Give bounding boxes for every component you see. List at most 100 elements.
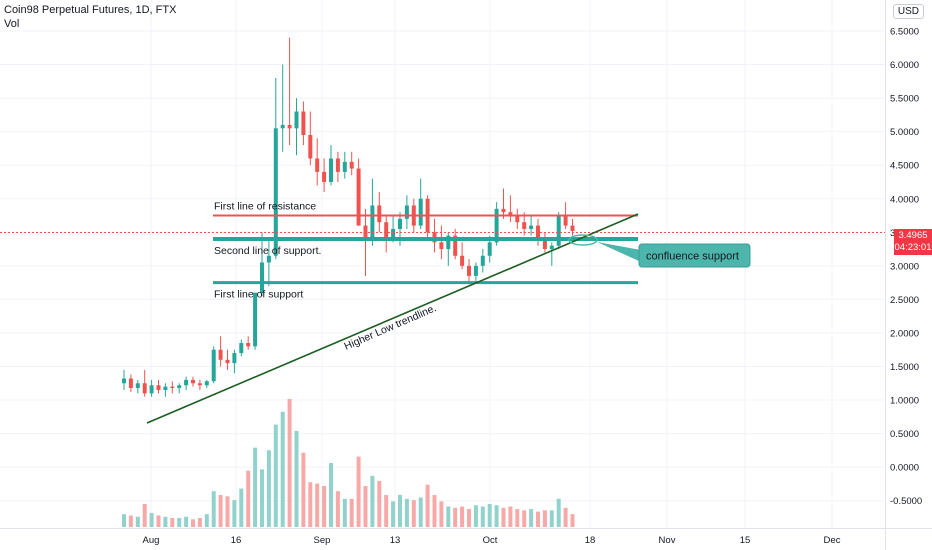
candle-body	[404, 205, 409, 219]
first-support-label: First line of support	[214, 289, 303, 301]
volume-bar	[363, 486, 368, 527]
resistance-label: First line of resistance	[214, 201, 316, 213]
volume-bar	[446, 506, 451, 527]
candle-body	[197, 383, 202, 386]
candle-body	[142, 383, 147, 394]
candle-body	[549, 245, 554, 250]
candle-body	[473, 265, 478, 276]
candle-body	[294, 111, 299, 129]
higher-low-trendline	[146, 213, 639, 424]
callout-pointer	[597, 242, 641, 262]
trendline-label: Higher Low trendline.	[342, 302, 438, 353]
x-tick-label: 16	[231, 535, 242, 546]
x-tick-label: 18	[585, 535, 596, 546]
candle-body	[335, 158, 340, 172]
volume-bar	[515, 509, 520, 527]
candle-body	[480, 255, 485, 266]
volume-bar	[473, 505, 478, 527]
volume-bar	[122, 514, 126, 527]
chart-grid	[0, 0, 885, 528]
candle-body	[556, 215, 561, 246]
volume-bar	[501, 507, 506, 527]
currency-button[interactable]: USD	[892, 4, 924, 19]
y-tick-label: 5.0000	[890, 127, 919, 138]
candle-body	[253, 292, 258, 347]
candle-body	[329, 158, 333, 182]
volume-bar	[287, 399, 292, 527]
volume-bar	[563, 507, 568, 527]
volume-bar	[149, 512, 154, 527]
candle-body	[308, 135, 313, 159]
candle-body	[501, 208, 506, 213]
x-tick-label: Dec	[824, 535, 841, 546]
volume-bar	[170, 518, 175, 527]
volume-bar	[370, 475, 375, 527]
candle-body	[487, 242, 492, 256]
candle-body	[246, 343, 251, 347]
second-support-label: Second line of support.	[214, 245, 321, 257]
volume-bar	[570, 514, 575, 527]
volume-bar	[404, 498, 409, 527]
y-tick-label: 0.0000	[890, 463, 919, 474]
volume-bar	[508, 506, 513, 527]
candle-body	[239, 343, 244, 354]
volume-bar	[142, 503, 147, 527]
candle-body	[349, 161, 354, 169]
volume-bar	[522, 510, 527, 527]
candle-body	[204, 381, 209, 386]
volume-bar	[204, 514, 209, 527]
candle-body	[529, 225, 534, 229]
volume-bar	[549, 510, 554, 527]
candle-body	[135, 383, 140, 388]
volume-bar	[232, 500, 237, 527]
volume-bar	[253, 447, 258, 527]
volume-bar	[301, 452, 306, 527]
x-tick-label: Sep	[314, 535, 331, 546]
callout-box	[638, 243, 751, 268]
candle-body	[191, 379, 195, 384]
y-tick-label: -0.5000	[890, 496, 922, 507]
volume-bar	[273, 424, 278, 527]
y-tick-label: 1.0000	[890, 396, 919, 407]
volume-bar	[218, 495, 223, 527]
volume-bar	[280, 411, 285, 527]
volume-label: Vol	[4, 18, 20, 30]
time-axis[interactable]: Aug 16 Sep 13 Oct 18 Nov 15 Dec	[0, 528, 932, 547]
candle-body	[418, 198, 423, 226]
candle-body	[177, 385, 182, 388]
candle-body	[439, 242, 444, 250]
price-axis[interactable]: 6.50006.00005.50005.00004.50004.00003.50…	[885, 0, 923, 550]
y-tick-label: 2.0000	[890, 328, 919, 339]
candle-body	[515, 215, 520, 223]
y-tick-label: 3.0000	[890, 261, 919, 272]
volume-bar	[494, 505, 499, 527]
candle-body	[266, 255, 271, 263]
volume-bar	[418, 497, 423, 527]
volume-bar	[432, 495, 437, 527]
volume-bar	[480, 506, 485, 527]
y-tick-label: 6.0000	[890, 60, 919, 71]
volume-bar	[391, 501, 396, 527]
x-tick-label: Oct	[483, 535, 498, 546]
candle-body	[522, 222, 527, 229]
volume-bar	[384, 495, 389, 527]
volume-bar	[191, 519, 195, 527]
candle-body	[570, 225, 575, 231]
x-tick-label: 15	[740, 535, 751, 546]
candle-body	[156, 385, 161, 390]
volume-bar	[542, 510, 547, 527]
candle-body	[287, 124, 292, 129]
volume-bar	[163, 516, 168, 527]
volume-bar	[246, 470, 251, 527]
y-tick-label: 4.0000	[890, 194, 919, 205]
candle-body	[301, 111, 306, 136]
drawing-annotations: First line of resistance Second line of s…	[0, 201, 885, 424]
volume-bar	[308, 482, 313, 527]
candle-body	[184, 379, 189, 386]
x-tick-label: Aug	[143, 535, 160, 546]
x-tick-label: Nov	[659, 535, 676, 546]
volume-bar	[356, 456, 361, 527]
candle-body	[273, 128, 278, 256]
volume-bar	[453, 507, 458, 527]
